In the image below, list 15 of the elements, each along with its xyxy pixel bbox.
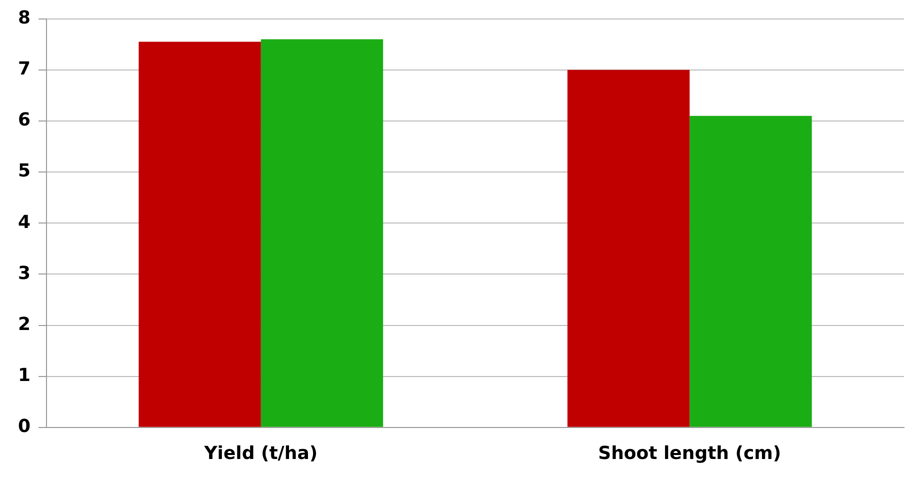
- y-tick-label: 6: [18, 110, 31, 131]
- bar: [567, 70, 690, 427]
- y-tick-label: 4: [18, 212, 31, 233]
- x-tick-label: Shoot length (cm): [598, 442, 782, 464]
- y-tick-label: 3: [18, 262, 31, 284]
- bar: [260, 39, 384, 427]
- bar: [690, 116, 812, 427]
- y-tick-label: 5: [18, 160, 31, 182]
- bar: [138, 42, 261, 427]
- x-tick-label: Yield (t/ha): [203, 442, 318, 464]
- y-tick-label: 2: [18, 314, 31, 335]
- y-tick-label: 7: [18, 58, 31, 80]
- y-tick-label: 1: [18, 364, 31, 386]
- y-tick-label: 0: [18, 416, 31, 438]
- y-tick-label: 8: [18, 7, 31, 28]
